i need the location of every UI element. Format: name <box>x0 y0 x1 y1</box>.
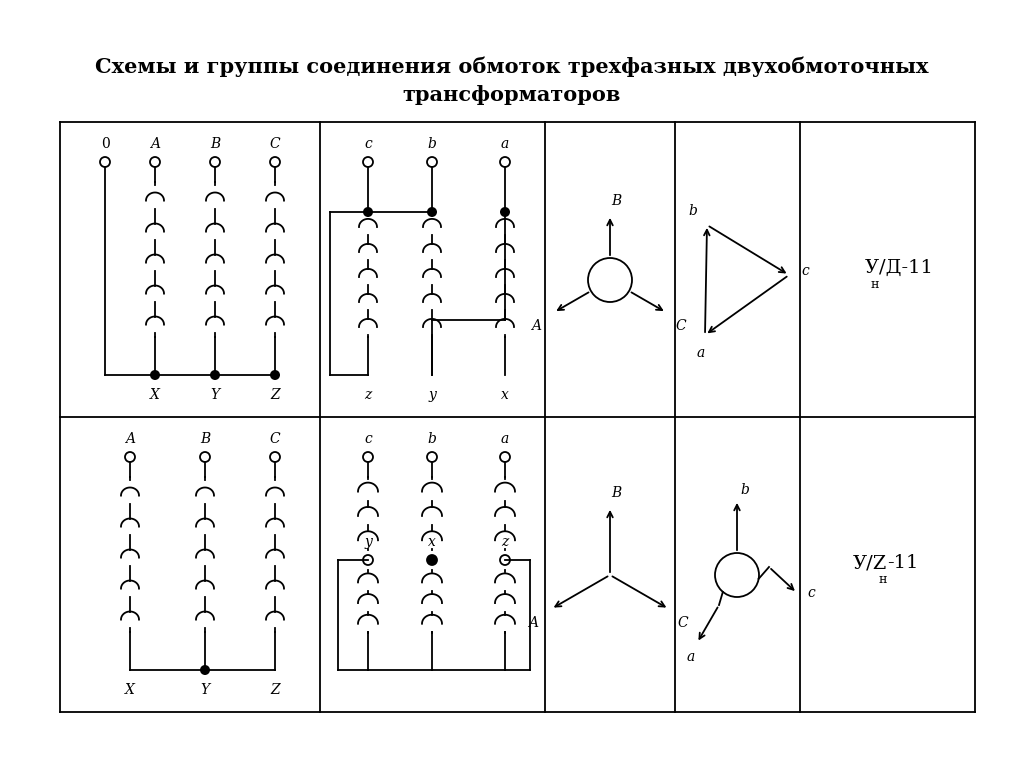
Circle shape <box>427 207 437 217</box>
Text: x: x <box>501 388 509 402</box>
Text: c: c <box>807 586 815 600</box>
Text: B: B <box>210 137 220 151</box>
Text: y: y <box>365 535 372 549</box>
Text: b: b <box>428 137 436 151</box>
Text: B: B <box>611 486 622 500</box>
Text: Z: Z <box>270 388 280 402</box>
Text: У/Z: У/Z <box>853 554 887 572</box>
Text: a: a <box>687 650 695 664</box>
Text: c: c <box>801 264 809 278</box>
Text: z: z <box>502 535 509 549</box>
Text: н: н <box>879 573 887 586</box>
Text: -11: -11 <box>887 554 919 572</box>
Text: a: a <box>697 346 706 360</box>
Text: y: y <box>428 388 436 402</box>
Text: /Д-11: /Д-11 <box>879 259 933 277</box>
Text: C: C <box>269 137 281 151</box>
Text: A: A <box>530 320 541 334</box>
Text: A: A <box>150 137 160 151</box>
Text: b: b <box>740 483 750 497</box>
Text: a: a <box>501 432 509 446</box>
Text: 0: 0 <box>100 137 110 151</box>
Circle shape <box>210 370 220 380</box>
Text: трансформаторов: трансформаторов <box>402 85 622 105</box>
Text: b: b <box>688 204 697 218</box>
Circle shape <box>150 370 160 380</box>
Text: C: C <box>675 320 686 334</box>
Text: z: z <box>365 388 372 402</box>
Text: c: c <box>365 137 372 151</box>
Circle shape <box>500 207 510 217</box>
Text: A: A <box>528 616 538 630</box>
Text: Y: Y <box>201 683 210 697</box>
Text: Схемы и группы соединения обмоток трехфазных двухобмоточных: Схемы и группы соединения обмоток трехфа… <box>95 57 929 77</box>
Text: B: B <box>200 432 210 446</box>
Text: Y: Y <box>211 388 219 402</box>
Text: c: c <box>365 432 372 446</box>
Text: X: X <box>151 388 160 402</box>
Text: н: н <box>870 278 879 291</box>
Text: a: a <box>501 137 509 151</box>
Circle shape <box>200 665 210 675</box>
Text: У: У <box>865 259 879 277</box>
Text: X: X <box>125 683 135 697</box>
Circle shape <box>362 207 373 217</box>
Text: Z: Z <box>270 683 280 697</box>
Text: b: b <box>428 432 436 446</box>
Circle shape <box>427 555 437 565</box>
Text: C: C <box>269 432 281 446</box>
Text: B: B <box>611 194 622 208</box>
Text: x: x <box>428 535 436 549</box>
Circle shape <box>270 370 280 380</box>
Text: C: C <box>678 616 688 630</box>
Text: A: A <box>125 432 135 446</box>
